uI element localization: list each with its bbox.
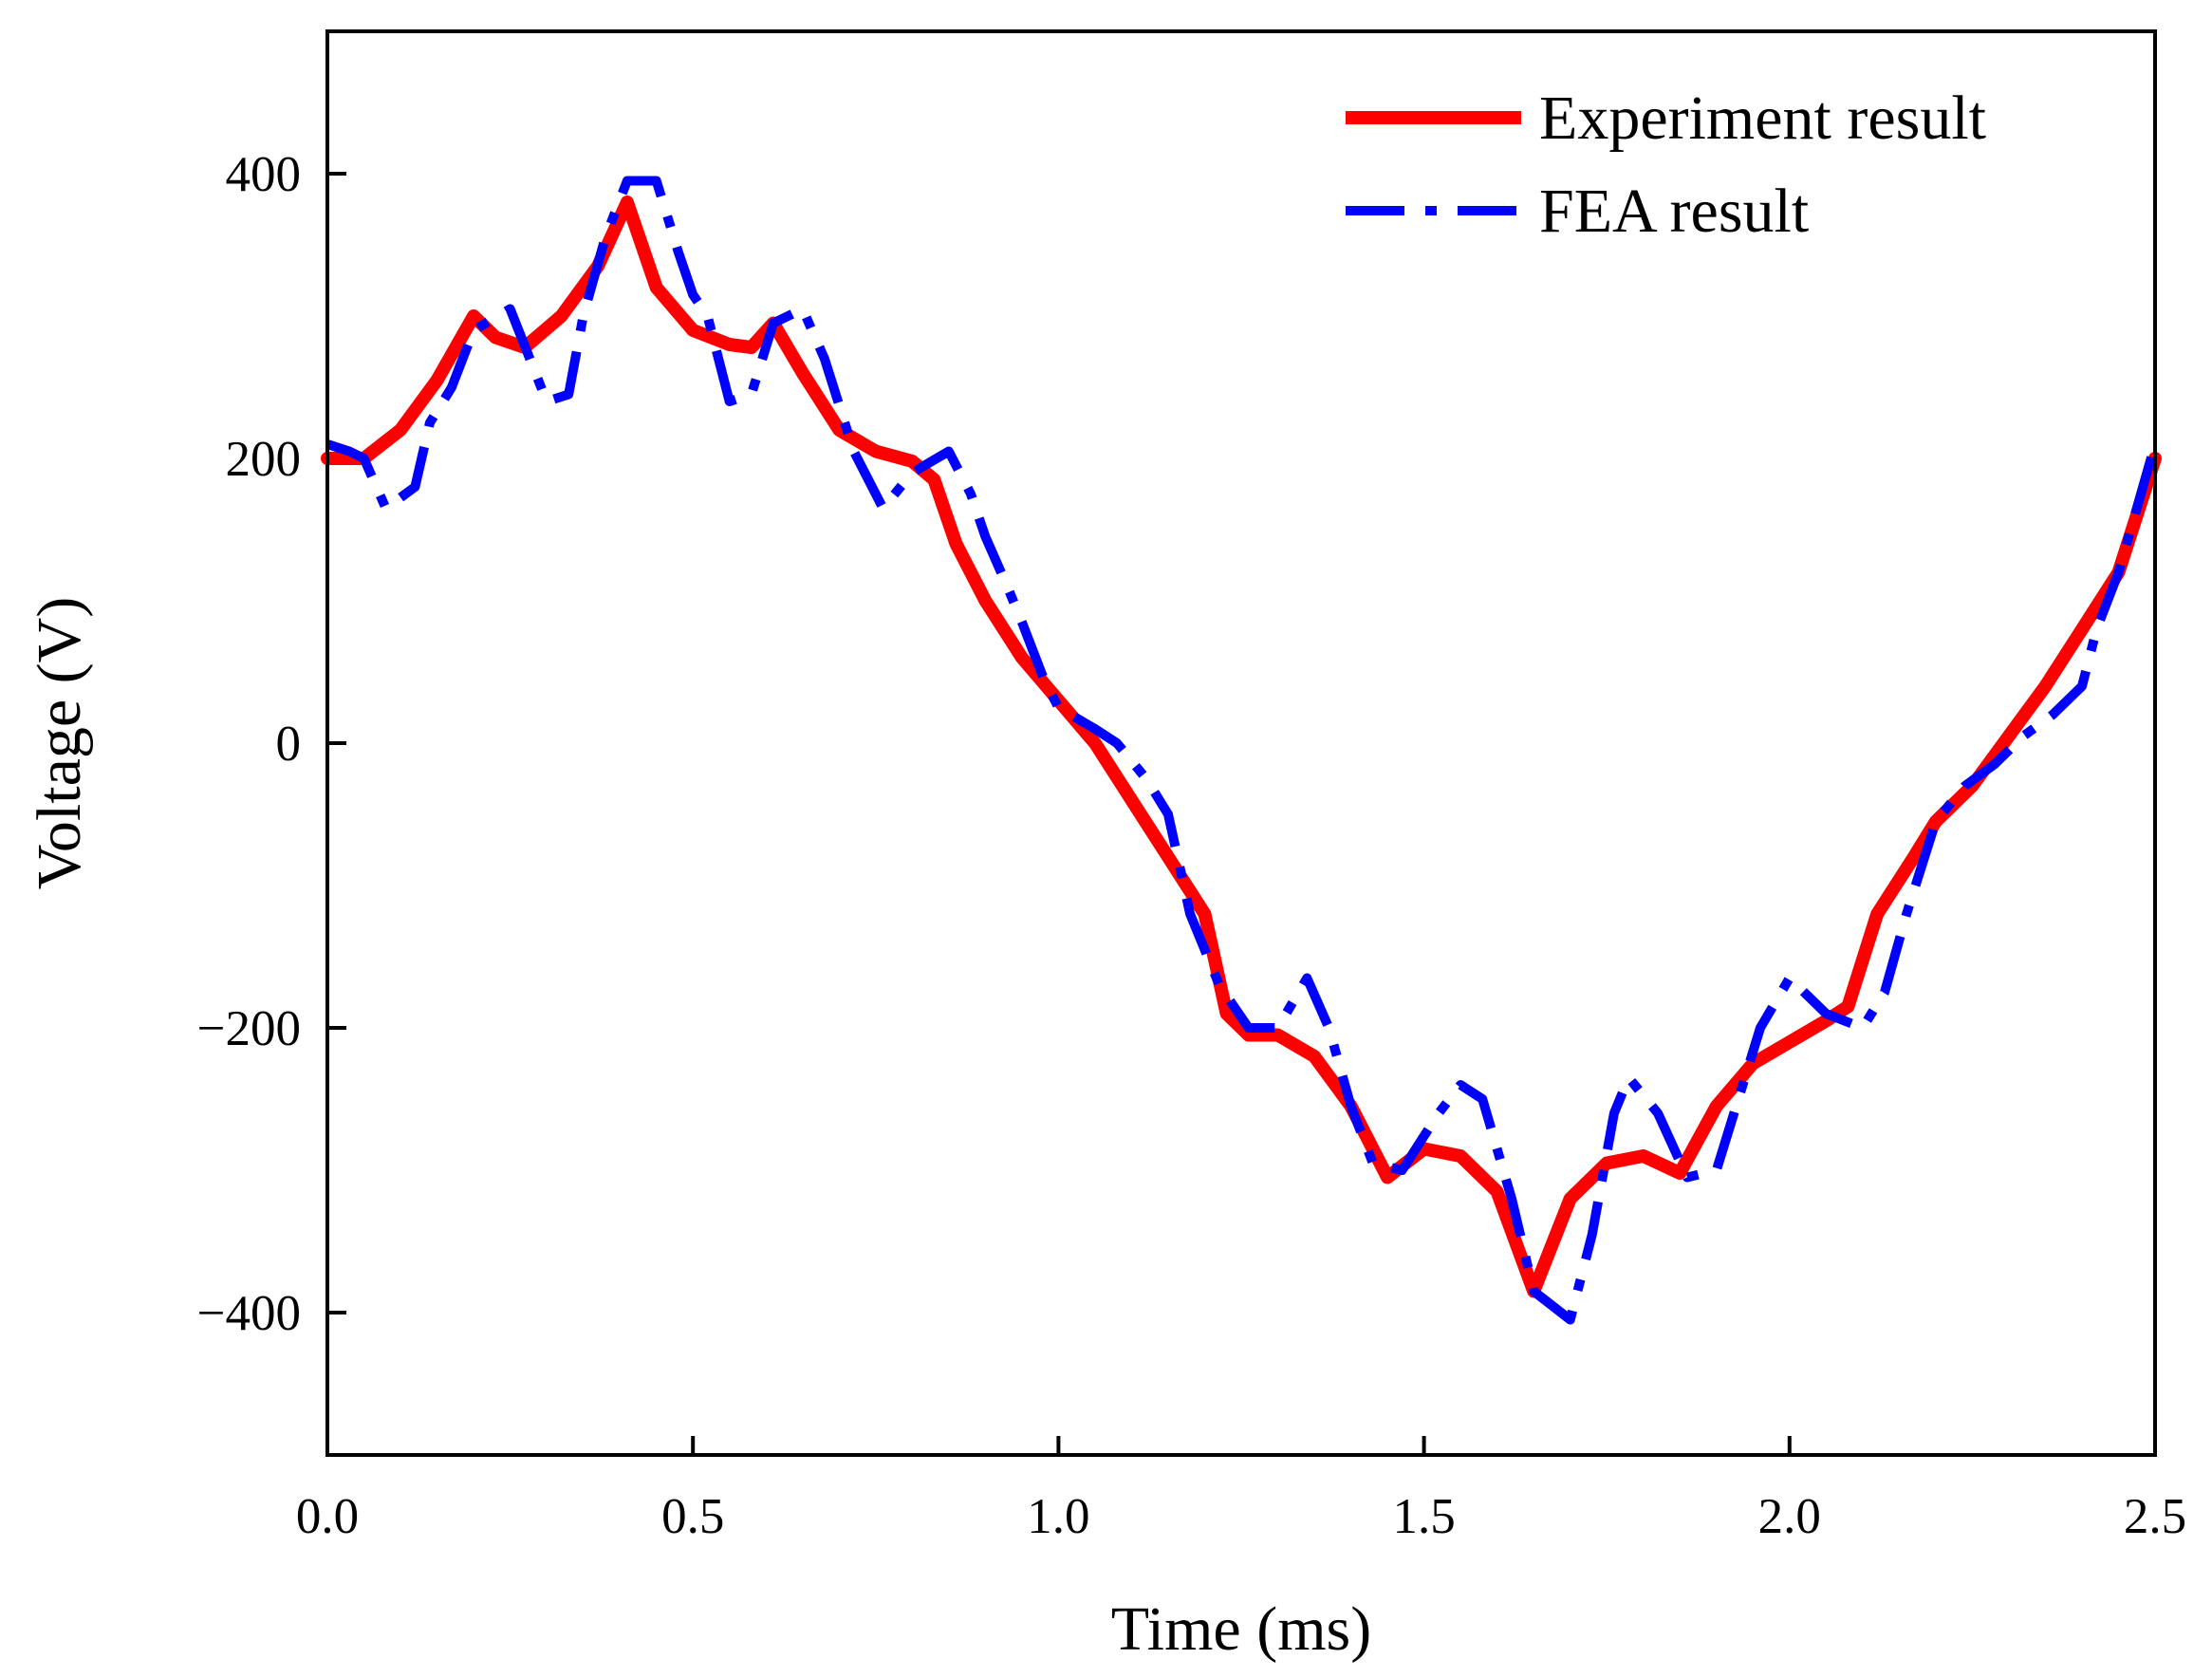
y-tick-label: 200 [226, 432, 302, 487]
y-axis-title: Voltage (V) [25, 597, 94, 890]
x-tick-label: 0.5 [661, 1489, 724, 1544]
x-tick-label: 2.5 [2124, 1489, 2186, 1544]
legend-label-fea: FEA result [1539, 177, 1809, 246]
series-line-experiment [321, 196, 2162, 1298]
y-tick-label: −400 [197, 1286, 301, 1341]
x-tick-label: 1.5 [1392, 1489, 1455, 1544]
y-tick-label: −200 [197, 1001, 301, 1056]
x-tick-label: 0.0 [296, 1489, 359, 1544]
y-tick-label: 0 [276, 717, 302, 772]
x-tick-label: 1.0 [1027, 1489, 1089, 1544]
legend-label-experiment: Experiment result [1539, 84, 1986, 153]
ticks-layer: 0.0 0.5 1.0 1.5 2.0 2.5 −400 −200 0 200 400 [197, 147, 2187, 1544]
x-axis-title: Time (ms) [1111, 1594, 1371, 1664]
y-tick-label: 400 [226, 147, 302, 202]
labels-layer: Time (ms) Voltage (V) [25, 597, 1371, 1664]
x-tick-label: 2.0 [1758, 1489, 1821, 1544]
plot-frame [325, 29, 2157, 1457]
series-line-fea [325, 176, 2160, 1325]
legend: Experiment result FEA result [1346, 84, 1986, 246]
series-layer [321, 176, 2162, 1325]
